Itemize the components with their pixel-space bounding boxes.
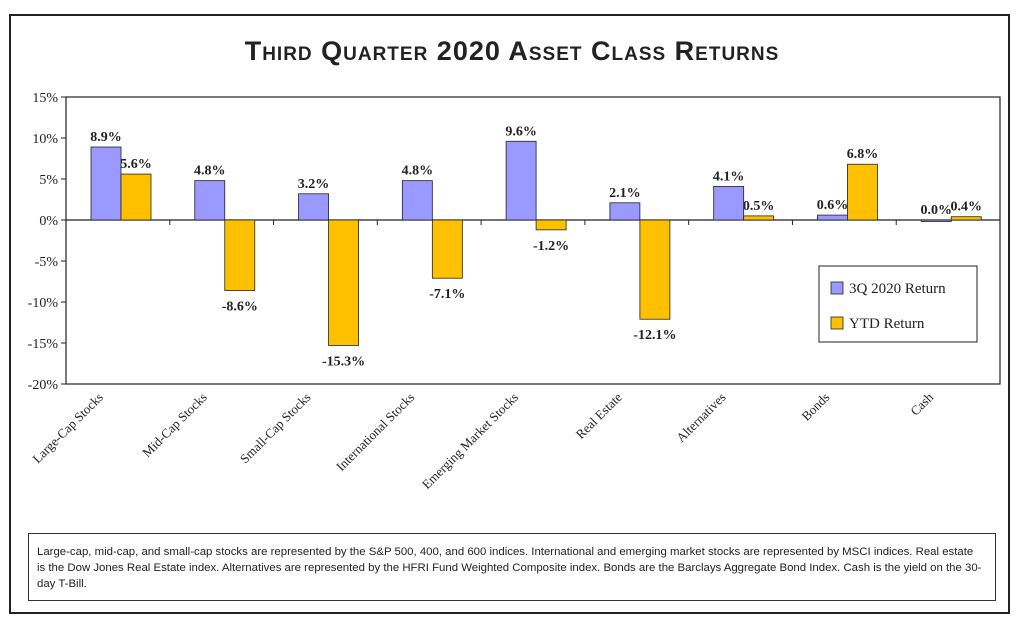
bar-3q-6 [713, 185, 745, 221]
bar-ytd-6 [743, 215, 775, 221]
category-label: International Stocks [333, 390, 417, 474]
bar-ytd-2 [328, 219, 359, 346]
bar-ytd-7 [847, 163, 878, 221]
bar-ytd-1 [224, 219, 256, 291]
legend-box [818, 265, 978, 343]
bar-3q-7 [817, 214, 848, 221]
bar-3q-5 [609, 202, 641, 221]
bar-ytd-5 [639, 219, 671, 320]
bar-3q-2 [298, 193, 329, 221]
label-ytd-2: -15.3% [322, 354, 365, 369]
bar-3q-8 [920, 219, 952, 222]
legend-swatch [830, 281, 844, 295]
category-label: Large-Cap Stocks [29, 390, 106, 467]
label-ytd-5: -12.1% [633, 328, 676, 343]
bar-chart: 15% 10% 5% 0% -5% -10% -15% -20% 8.9% 5.6% Large-C… [28, 91, 1001, 492]
label-3q-6: 4.1% [713, 169, 745, 184]
label-3q-2: 3.2% [298, 177, 330, 192]
category-label: Cash [907, 389, 936, 418]
category-label: Small-Cap Stocks [237, 390, 314, 467]
label-ytd-8: 0.4% [950, 200, 982, 215]
label-ytd-6: 0.5% [743, 199, 775, 214]
label-3q-1: 4.8% [194, 164, 226, 179]
y-tick-label: 5% [39, 173, 58, 188]
label-ytd-0: 5.6% [120, 157, 152, 172]
plot-area [65, 96, 1001, 385]
bar-3q-4 [505, 140, 537, 221]
y-tick-label: 10% [32, 132, 58, 147]
label-ytd-3: -7.1% [429, 287, 465, 302]
label-ytd-7: 6.8% [847, 147, 879, 162]
label-3q-4: 9.6% [505, 124, 537, 139]
bar-ytd-8 [950, 216, 982, 221]
bar-ytd-4 [535, 219, 567, 231]
label-3q-3: 4.8% [402, 164, 434, 179]
category-label: Bonds [798, 390, 832, 424]
chart-title: Third Quarter 2020 Asset Class Returns [244, 36, 780, 66]
y-tick-label: -10% [28, 296, 59, 311]
label-3q-0: 8.9% [90, 130, 122, 145]
category-label: Alternatives [673, 390, 729, 446]
y-tick-label: 15% [32, 91, 58, 106]
bar-ytd-0 [120, 173, 152, 221]
category-label: Mid-Cap Stocks [139, 390, 210, 461]
label-ytd-4: -1.2% [533, 239, 569, 254]
legend-label: YTD Return [849, 316, 925, 332]
chart-footnote: Large-cap, mid-cap, and small-cap stocks… [28, 533, 996, 601]
label-3q-5: 2.1% [609, 186, 641, 201]
bar-3q-1 [194, 180, 226, 221]
label-3q-7: 0.6% [817, 198, 849, 213]
y-tick-label: -20% [28, 378, 59, 393]
label-ytd-1: -8.6% [222, 300, 258, 315]
bar-ytd-3 [431, 219, 463, 279]
legend-label: 3Q 2020 Return [849, 281, 946, 297]
bar-3q-3 [401, 180, 433, 221]
y-tick-label: -15% [28, 337, 59, 352]
category-label: Emerging Market Stocks [419, 390, 521, 492]
category-label: Real Estate [573, 389, 625, 441]
legend-swatch [830, 316, 844, 330]
y-tick-label: -5% [35, 255, 59, 270]
label-3q-8: 0.0% [920, 203, 952, 218]
y-tick-label: 0% [39, 214, 58, 229]
bar-3q-0 [90, 146, 122, 221]
